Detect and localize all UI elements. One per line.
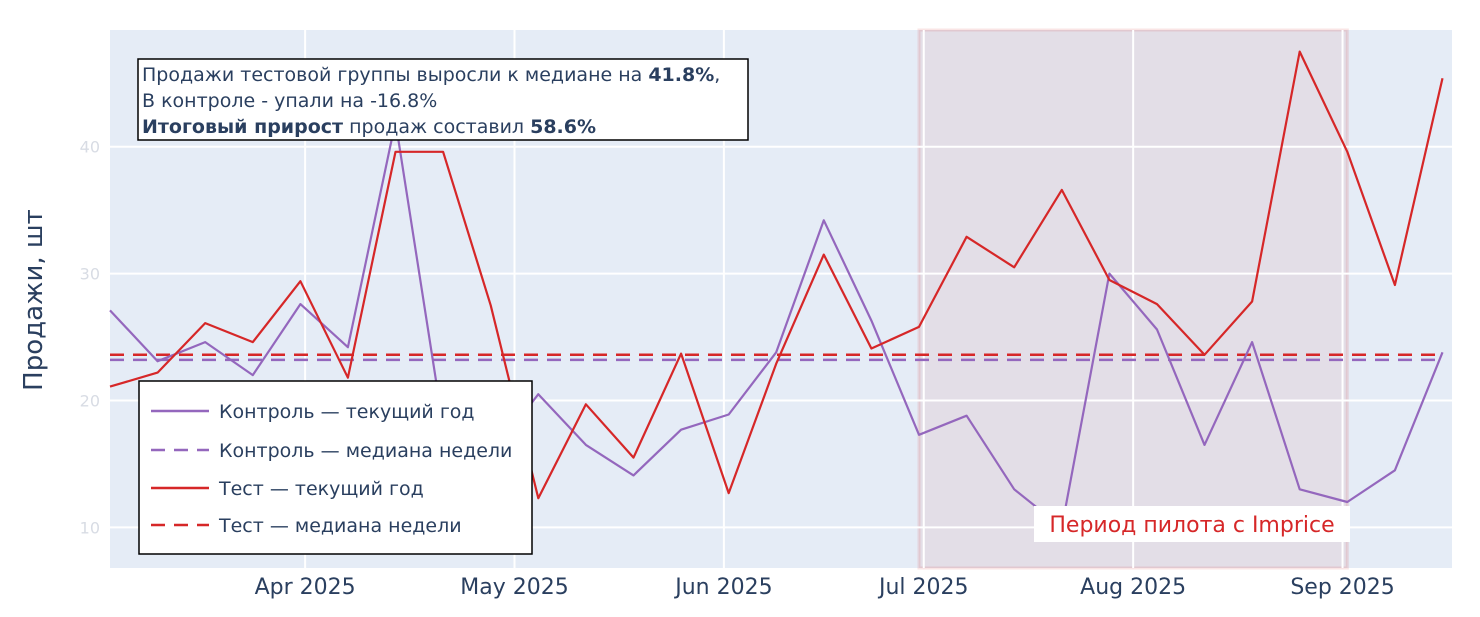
annotation-line-2: В контроле - упали на -16.8% xyxy=(142,90,437,112)
x-tick-label: Aug 2025 xyxy=(1080,575,1186,600)
x-tick-label: Jun 2025 xyxy=(673,575,772,600)
annotation-line-1: Продажи тестовой группы выросли к медиан… xyxy=(142,64,720,86)
pilot-period-label: Период пилота с Imprice xyxy=(1049,513,1334,538)
test-current-line xyxy=(109,50,1444,500)
legend-label-control-median: Контроль — медиана недели xyxy=(219,440,512,462)
y-tick-labels: 10 20 30 40 xyxy=(80,138,100,538)
legend-item-test-current[interactable]: Тест — текущий год xyxy=(151,478,424,500)
control-current-line xyxy=(109,120,1444,529)
pilot-label-box: Период пилота с Imprice xyxy=(1034,506,1350,542)
x-tick-label: Apr 2025 xyxy=(255,575,356,600)
legend-label-test-median: Тест — медиана недели xyxy=(218,515,462,537)
y-tick-label: 10 xyxy=(80,518,100,537)
legend-item-control-current[interactable]: Контроль — текущий год xyxy=(151,401,475,423)
x-tick-label: Sep 2025 xyxy=(1290,575,1394,600)
y-tick-label: 40 xyxy=(80,138,100,157)
legend-item-test-median[interactable]: Тест — медиана недели xyxy=(151,515,462,537)
y-axis-title: Продажи, шт xyxy=(19,209,49,391)
y-tick-label: 30 xyxy=(80,265,100,284)
legend-item-control-median[interactable]: Контроль — медиана недели xyxy=(151,440,512,462)
y-tick-label: 20 xyxy=(80,392,100,411)
summary-annotation: Продажи тестовой группы выросли к медиан… xyxy=(137,58,749,141)
x-tick-labels: Apr 2025 May 2025 Jun 2025 Jul 2025 Aug 2025… xyxy=(255,575,1395,600)
legend: Контроль — текущий год Контроль — медиан… xyxy=(138,380,533,555)
annotation-line-3: Итоговый прирост продаж составил 58.6% xyxy=(142,116,596,138)
x-tick-label: Jul 2025 xyxy=(877,575,969,600)
x-tick-label: May 2025 xyxy=(460,575,568,600)
series-lines xyxy=(109,50,1444,529)
legend-label-test-current: Тест — текущий год xyxy=(218,478,424,500)
legend-label-control-current: Контроль — текущий год xyxy=(219,401,475,423)
